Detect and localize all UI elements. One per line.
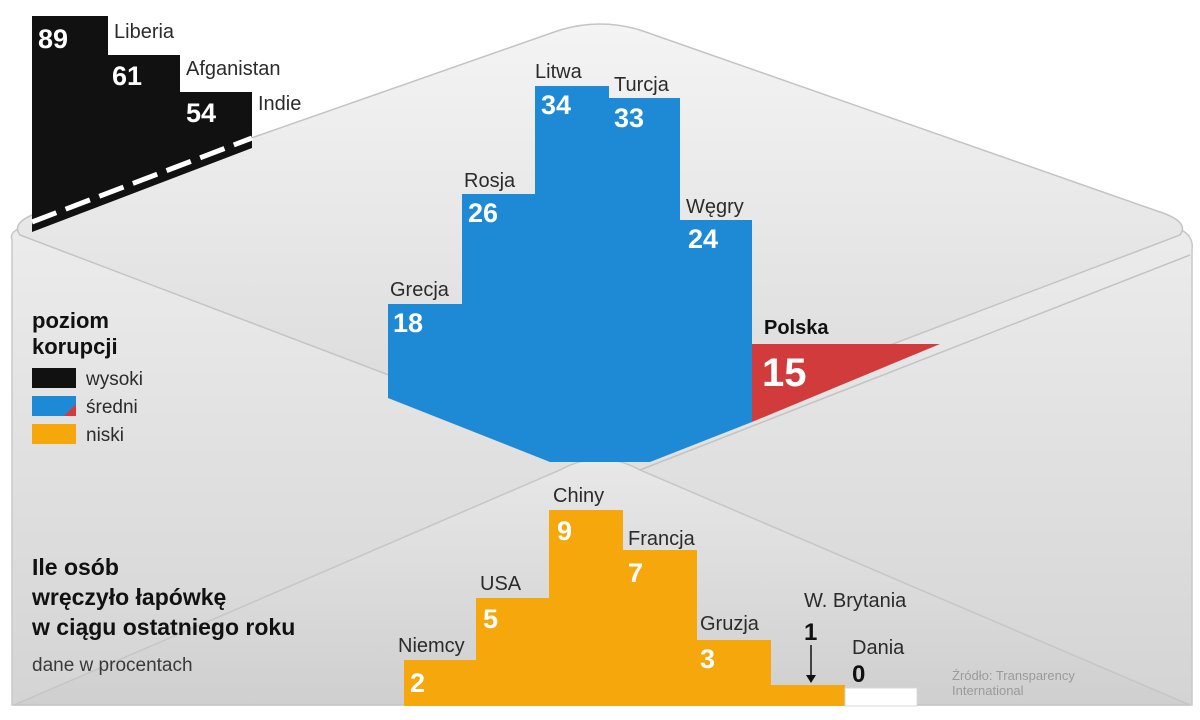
bar-label-wegry: Węgry [686,196,744,218]
bar-label-rosja: Rosja [464,170,516,192]
bar-value-chiny: 9 [557,516,572,546]
bar-dania [844,687,918,707]
bar-value-afganistan: 61 [112,61,142,91]
bar-value-rosja: 26 [468,198,498,228]
polska-bar [752,344,940,422]
bar-value-indie: 54 [186,98,216,128]
bar-label-gruzja: Gruzja [700,613,760,635]
bar-value-turcja: 33 [614,103,644,133]
chart-title-line-3: w ciągu ostatniego roku [31,614,295,640]
bar-label-indie: Indie [258,93,301,115]
high-corruption-staircase [32,16,252,232]
bar-label-dania: Dania [852,637,905,659]
bar-label-litwa: Litwa [535,61,583,83]
legend-swatch-low [32,424,76,444]
legend-swatch-high [32,368,76,388]
legend-title-line-2: korupcji [32,334,118,359]
bar-label-turcja: Turcja [614,74,670,96]
bar-label-usa: USA [480,573,522,595]
bar-label-afganistan: Afganistan [186,58,281,80]
legend-title-line-1: poziom [32,308,109,333]
chart-title-line-2: wręczyło łapówkę [31,584,226,610]
legend-label-low: niski [86,425,124,446]
medium-corruption-staircase [388,86,752,462]
bar-value-gruzja: 3 [700,644,715,674]
source-line-1: Źródło: Transparency [952,668,1075,683]
medium-corruption-group: Grecja 18 Rosja 26 Litwa 34 Turcja 33 Wę… [388,61,752,462]
legend: poziom korupcji wysoki średni niski [32,308,143,446]
legend-label-high: wysoki [85,369,143,390]
highlight-group-polska: Polska 15 [752,317,940,422]
bar-label-chiny: Chiny [553,485,604,507]
high-corruption-group: 89 Liberia 61 Afganistan 54 Indie [31,16,301,232]
bar-value-polska: 15 [762,351,807,395]
bar-label-francja: Francja [628,528,696,550]
bar-value-grecja: 18 [393,308,423,338]
bar-value-niemcy: 2 [410,668,425,698]
bar-label-liberia: Liberia [114,21,175,43]
bar-value-litwa: 34 [541,90,571,120]
bar-label-polska: Polska [764,317,829,339]
bar-value-francja: 7 [628,558,643,588]
chart-title-block: Ile osób wręczyło łapówkę w ciągu ostatn… [31,554,295,676]
bar-value-w-brytania: 1 [804,619,817,646]
legend-label-medium: średni [86,397,138,418]
envelope-fold-line [639,254,1191,471]
chart-subtitle: dane w procentach [32,655,193,676]
chart-title-line-1: Ile osób [32,554,119,580]
source-line-2: International [952,683,1024,698]
bar-value-dania: 0 [852,661,865,688]
source-note: Źródło: Transparency International [952,668,1075,698]
low-corruption-staircase [404,510,845,706]
legend-swatch-medium-red-corner [64,404,76,416]
bar-label-grecja: Grecja [390,279,450,301]
high-corruption-dash-line [31,135,253,225]
bar-label-w-brytania: W. Brytania [804,590,907,612]
bar-label-niemcy: Niemcy [398,635,465,657]
chart-title: Ile osób wręczyło łapówkę w ciągu ostatn… [31,554,295,640]
legend-swatch-medium [32,396,76,416]
w-brytania-arrow-head [806,675,816,683]
bar-value-usa: 5 [483,604,498,634]
bar-value-liberia: 89 [38,24,68,54]
bar-value-wegry: 24 [688,224,718,254]
low-corruption-group: Niemcy 2 USA 5 Chiny 9 Francja 7 Gruzja … [398,485,918,707]
